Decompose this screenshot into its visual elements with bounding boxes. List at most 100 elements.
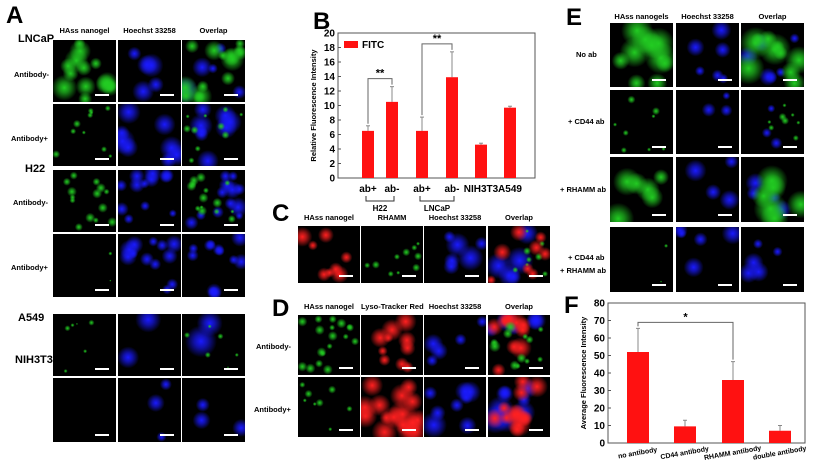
micrograph-tile <box>676 90 739 154</box>
legend-swatch <box>344 41 358 48</box>
row-label: Antibody- <box>14 70 49 79</box>
x-tick-label: no antibody <box>618 447 658 461</box>
micrograph-tile <box>488 315 550 375</box>
panel-a-header-hoechst: Hoechst 33258 <box>123 26 176 35</box>
group-label: H22 <box>373 204 388 213</box>
significance-label: * <box>683 311 688 323</box>
micrograph-tile <box>182 40 245 102</box>
panel-a-header-nanogel: HAss nanogel <box>59 26 110 35</box>
scale-bar <box>465 367 479 369</box>
micrograph-tile <box>741 90 804 154</box>
scale-bar <box>224 368 238 370</box>
y-tick-label: 16 <box>324 58 336 69</box>
scale-bar <box>160 289 174 291</box>
micrograph-tile <box>424 315 486 375</box>
micrograph-tile <box>53 170 116 232</box>
significance-bracket <box>637 321 734 360</box>
micrograph-tile <box>361 315 423 375</box>
panel-d-header-nanogel: HAss nanogel <box>303 302 354 311</box>
scale-bar <box>402 367 416 369</box>
row-label: Antibody- <box>13 198 48 207</box>
micrograph-tile <box>182 234 245 297</box>
panel-a-header-overlap: Overlap <box>199 26 228 35</box>
scale-bar <box>529 429 543 431</box>
scale-bar <box>160 224 174 226</box>
scale-bar <box>652 146 666 148</box>
y-tick-label: 50 <box>594 351 606 362</box>
y-tick-label: 10 <box>594 421 606 432</box>
scale-bar <box>465 429 479 431</box>
scale-bar <box>339 275 353 277</box>
bar <box>362 130 374 178</box>
y-axis-label: Average Fluorescence Intensity <box>579 316 588 430</box>
micrograph-tile <box>118 40 181 102</box>
row-label: + RHAMM ab <box>560 185 607 194</box>
micrograph-tile <box>610 90 673 154</box>
group-label-h22: H22 <box>25 163 46 175</box>
y-axis-label: Relative Fluorescence Intensity <box>309 49 318 162</box>
scale-bar <box>652 214 666 216</box>
significance-bracket <box>421 43 453 116</box>
scale-bar <box>783 79 797 81</box>
micrograph-tile <box>182 314 245 376</box>
micrograph-tile <box>53 378 116 442</box>
micrograph-tile <box>741 23 804 87</box>
micrograph-tile <box>118 170 181 232</box>
micrograph-tile <box>610 157 673 222</box>
y-tick-label: 30 <box>594 386 606 397</box>
scale-bar <box>718 146 732 148</box>
micrograph-tile <box>610 23 673 87</box>
y-tick-label: 4 <box>329 145 335 156</box>
x-tick-label: CD44 antibody <box>660 446 710 461</box>
x-tick-label: double antibody <box>753 445 808 461</box>
x-tick-label: ab+ <box>359 184 377 195</box>
micrograph-tile <box>53 40 116 102</box>
scale-bar <box>224 289 238 291</box>
micrograph-tile <box>182 104 245 166</box>
row-label: Antibody+ <box>11 263 48 272</box>
y-tick-label: 70 <box>594 316 606 327</box>
x-tick-label: RHAMM antibody <box>704 445 762 462</box>
micrograph-tile <box>424 377 486 437</box>
micrograph-tile <box>182 170 245 232</box>
scale-bar <box>339 429 353 431</box>
micrograph-tile <box>741 227 804 292</box>
scale-bar <box>652 79 666 81</box>
micrograph-tile <box>424 226 486 283</box>
micrograph-tile <box>488 226 550 283</box>
bar <box>722 380 744 443</box>
scale-bar <box>402 275 416 277</box>
group-label-lncap: LNCaP <box>18 33 55 45</box>
y-tick-label: 14 <box>324 72 336 83</box>
scale-bar <box>95 94 109 96</box>
panel-label-a: A <box>6 2 24 29</box>
scale-bar <box>783 284 797 286</box>
x-tick-label: ab- <box>445 184 460 195</box>
micrograph-tile <box>676 157 739 222</box>
group-label: LNCaP <box>424 204 451 213</box>
panel-e-header-overlap: Overlap <box>758 12 787 21</box>
scale-bar <box>783 146 797 148</box>
group-bracket <box>419 196 455 202</box>
micrograph-tile <box>676 227 739 292</box>
bar <box>674 426 696 443</box>
x-tick-label: ab- <box>385 184 400 195</box>
micrograph-tile <box>118 314 181 376</box>
y-tick-label: 0 <box>599 439 605 450</box>
y-tick-label: 20 <box>594 404 606 415</box>
scale-bar <box>652 284 666 286</box>
y-tick-label: 0 <box>329 174 335 185</box>
group-label-a549: A549 <box>18 312 45 324</box>
scale-bar <box>224 434 238 436</box>
y-tick-label: 80 <box>594 299 606 310</box>
significance-bracket <box>367 78 393 124</box>
micrograph-tile <box>298 315 360 375</box>
bar <box>446 77 458 178</box>
micrograph-tile <box>361 377 423 437</box>
scale-bar <box>95 224 109 226</box>
panel-c-header-rhamm: RHAMM <box>377 213 407 222</box>
scale-bar <box>718 214 732 216</box>
scale-bar <box>95 434 109 436</box>
scale-bar <box>783 214 797 216</box>
micrograph-tile <box>361 226 423 283</box>
